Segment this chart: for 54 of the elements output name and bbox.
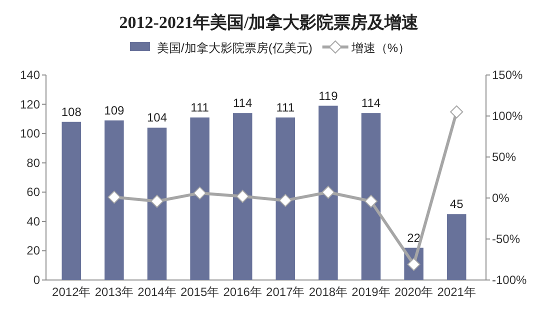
y-tick-label: 60 — [26, 185, 40, 200]
point — [108, 190, 121, 204]
x-tick-label: 2019年 — [352, 285, 390, 299]
chart-title: 2012-2021年美国/加拿大影院票房及增速 — [119, 13, 419, 32]
bar — [232, 113, 252, 280]
y-tick-label: 40 — [26, 214, 40, 228]
bar — [62, 122, 82, 280]
y2-tick-label: 0% — [492, 191, 510, 205]
point — [278, 194, 292, 207]
y2-tick-label: 100% — [492, 109, 524, 123]
point — [193, 186, 206, 200]
x-tick-label: 2021年 — [437, 285, 476, 299]
data-label: 114 — [233, 96, 252, 110]
data-label: 109 — [104, 103, 125, 118]
data-label: 22 — [407, 230, 421, 245]
legend-label: 美国/加拿大影院票房(亿美元) — [157, 41, 312, 55]
data-label: 119 — [318, 88, 338, 103]
y-tick-label: 120 — [20, 97, 40, 112]
y-tick-label: 140 — [20, 68, 40, 82]
data-label: 111 — [190, 100, 210, 114]
data-label: 45 — [450, 197, 464, 212]
point — [364, 194, 378, 208]
x-tick-label: 2016年 — [223, 285, 262, 299]
x-tick-label: 2017年 — [266, 285, 305, 299]
bar — [104, 120, 124, 280]
bar — [361, 113, 381, 280]
x-tick-label: 2014年 — [138, 285, 176, 299]
bar — [190, 117, 210, 280]
data-label: 111 — [276, 100, 295, 114]
bar — [147, 128, 167, 280]
y-tick-label: 20 — [26, 244, 40, 258]
x-tick-label: 2015年 — [180, 285, 220, 299]
point — [450, 105, 464, 118]
y-tick-label: 100 — [20, 126, 40, 141]
x-tick-label: 2012年 — [52, 285, 91, 299]
y-tick-label: 80 — [26, 156, 40, 170]
y2-tick-label: 150% — [492, 68, 524, 82]
data-label: 114 — [361, 96, 381, 110]
x-tick-label: 2013年 — [94, 285, 134, 299]
bar — [276, 117, 296, 280]
point — [150, 194, 164, 208]
data-label: 108 — [61, 104, 82, 119]
data-label: 104 — [146, 110, 168, 125]
y-tick-label: 0 — [33, 273, 40, 287]
y2-tick-label: -50% — [492, 232, 520, 246]
y2-tick-label: -100% — [492, 273, 528, 287]
point — [236, 190, 250, 203]
x-tick-label: 2020年 — [394, 285, 434, 299]
y2-tick-label: 50% — [492, 150, 516, 164]
x-tick-label: 2018年 — [308, 285, 348, 299]
point — [322, 186, 335, 199]
bar — [446, 214, 466, 280]
legend-label: 增速（%） — [350, 41, 410, 55]
bar — [318, 106, 338, 280]
